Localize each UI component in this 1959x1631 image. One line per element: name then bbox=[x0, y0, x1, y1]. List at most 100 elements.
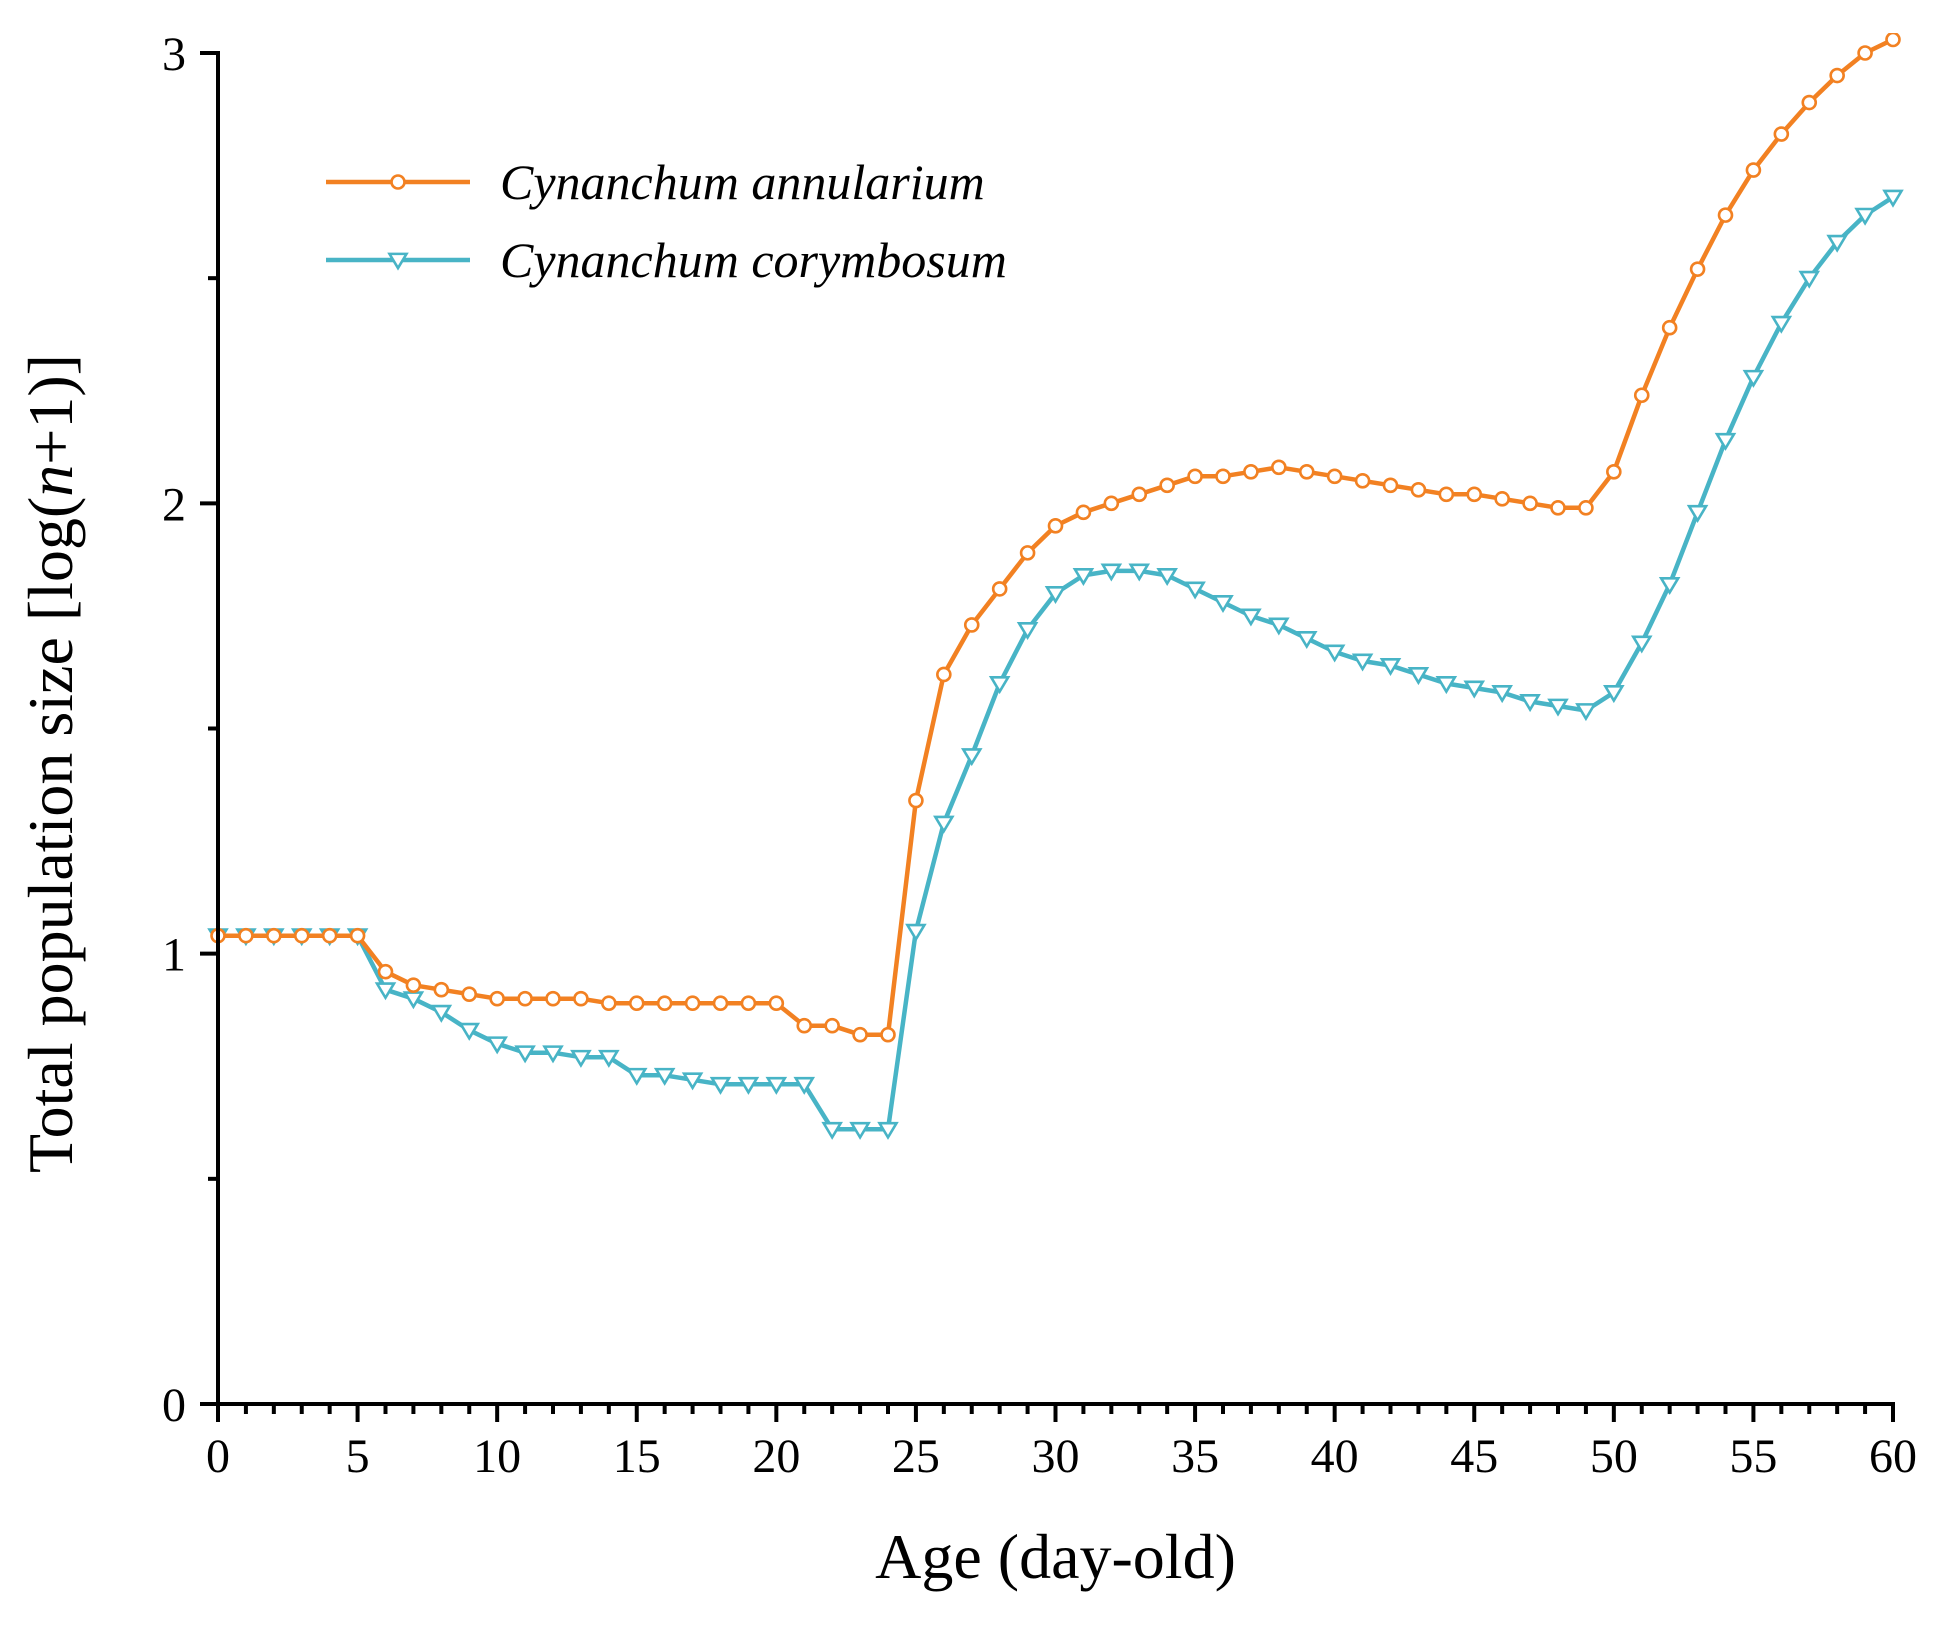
data-point bbox=[1410, 482, 1427, 498]
data-point bbox=[1661, 319, 1678, 336]
data-point bbox=[598, 1049, 620, 1068]
y-tick-label: 0 bbox=[162, 1379, 186, 1432]
y-tick-label: 3 bbox=[162, 28, 186, 81]
data-point bbox=[1494, 491, 1510, 507]
axes bbox=[216, 51, 1895, 1406]
data-point bbox=[1326, 468, 1343, 485]
legend-marker bbox=[390, 174, 406, 190]
data-point bbox=[1212, 594, 1234, 614]
data-point bbox=[1382, 477, 1399, 494]
data-point bbox=[1184, 581, 1206, 600]
data-point bbox=[1773, 126, 1790, 142]
data-point bbox=[824, 1017, 840, 1034]
legend-marker bbox=[387, 252, 409, 271]
x-tick-label: 10 bbox=[473, 1430, 521, 1483]
data-point bbox=[849, 1121, 871, 1140]
data-point bbox=[1885, 33, 1901, 48]
data-point bbox=[1240, 608, 1262, 627]
data-point bbox=[908, 792, 924, 809]
data-point bbox=[1295, 631, 1318, 650]
series-1 bbox=[210, 33, 1901, 1043]
data-point bbox=[796, 1017, 813, 1034]
data-point bbox=[374, 982, 397, 1001]
data-point bbox=[517, 990, 533, 1007]
data-point bbox=[681, 1072, 704, 1091]
data-point bbox=[1742, 369, 1765, 388]
data-point bbox=[1854, 207, 1876, 226]
x-tick-label: 25 bbox=[892, 1430, 940, 1483]
y-axis-title-variable: n bbox=[15, 465, 86, 497]
data-point bbox=[712, 995, 729, 1012]
data-point bbox=[765, 1076, 788, 1095]
data-point bbox=[458, 1022, 481, 1041]
x-tick-label: 20 bbox=[752, 1430, 800, 1483]
data-point bbox=[1103, 495, 1120, 512]
data-point bbox=[1463, 680, 1486, 699]
data-point bbox=[433, 981, 450, 998]
data-point bbox=[1072, 567, 1095, 586]
data-point bbox=[1606, 464, 1622, 480]
data-point bbox=[1019, 545, 1036, 561]
data-point bbox=[1379, 658, 1402, 677]
data-point bbox=[1717, 207, 1734, 223]
data-point bbox=[991, 581, 1008, 597]
data-point bbox=[1351, 653, 1374, 672]
data-point bbox=[293, 927, 310, 944]
data-point bbox=[1047, 518, 1064, 534]
data-point bbox=[601, 995, 617, 1012]
data-point bbox=[349, 927, 366, 944]
data-point bbox=[1438, 486, 1455, 503]
data-point bbox=[768, 995, 785, 1012]
x-axis-title: Age (day-old) bbox=[875, 1521, 1236, 1592]
data-point bbox=[936, 666, 952, 683]
data-point bbox=[1857, 45, 1873, 61]
data-point bbox=[461, 986, 478, 1002]
data-point bbox=[1156, 567, 1178, 586]
data-point bbox=[684, 995, 701, 1012]
data-point bbox=[570, 1049, 592, 1068]
data-point bbox=[1215, 468, 1231, 485]
data-point bbox=[1491, 685, 1513, 704]
data-point bbox=[740, 995, 757, 1012]
data-point bbox=[628, 995, 645, 1012]
data-point bbox=[1547, 698, 1569, 717]
legend-item-2: Cynanchum corymbosum bbox=[326, 232, 1007, 288]
data-point bbox=[1633, 387, 1650, 404]
data-point bbox=[1522, 495, 1538, 512]
data-point bbox=[1689, 261, 1706, 277]
data-point bbox=[905, 923, 927, 942]
y-tick-label: 2 bbox=[162, 478, 186, 531]
data-point bbox=[430, 1004, 453, 1023]
legend-label: Cynanchum annularium bbox=[500, 154, 985, 210]
data-point bbox=[1159, 477, 1175, 494]
data-point bbox=[1016, 622, 1039, 641]
data-point bbox=[1801, 94, 1818, 111]
data-point bbox=[821, 1121, 843, 1140]
data-point bbox=[1131, 486, 1148, 503]
data-point bbox=[625, 1067, 648, 1086]
x-tick-label: 60 bbox=[1869, 1430, 1917, 1483]
data-point bbox=[656, 995, 673, 1012]
data-point bbox=[1745, 162, 1762, 178]
x-tick-label: 40 bbox=[1311, 1430, 1359, 1483]
data-point bbox=[573, 990, 589, 1007]
data-point bbox=[1075, 504, 1092, 521]
data-point bbox=[489, 990, 505, 1007]
data-point bbox=[709, 1076, 732, 1095]
x-tick-label: 0 bbox=[206, 1430, 230, 1483]
y-tick-label: 1 bbox=[162, 929, 186, 982]
data-point bbox=[988, 676, 1011, 695]
data-point bbox=[1323, 644, 1346, 663]
data-point bbox=[963, 617, 980, 633]
data-point bbox=[1578, 500, 1594, 516]
y-axis-title-part-1: Total population size [log( bbox=[15, 497, 86, 1173]
x-tick-label: 15 bbox=[613, 1430, 661, 1483]
data-point bbox=[852, 1026, 868, 1043]
data-point bbox=[1268, 617, 1290, 636]
data-point bbox=[542, 1045, 564, 1064]
x-tick-label: 30 bbox=[1032, 1430, 1080, 1483]
data-point bbox=[486, 1036, 508, 1055]
data-point bbox=[1826, 234, 1848, 253]
x-tick-label: 5 bbox=[346, 1430, 370, 1483]
data-point bbox=[1798, 270, 1821, 289]
